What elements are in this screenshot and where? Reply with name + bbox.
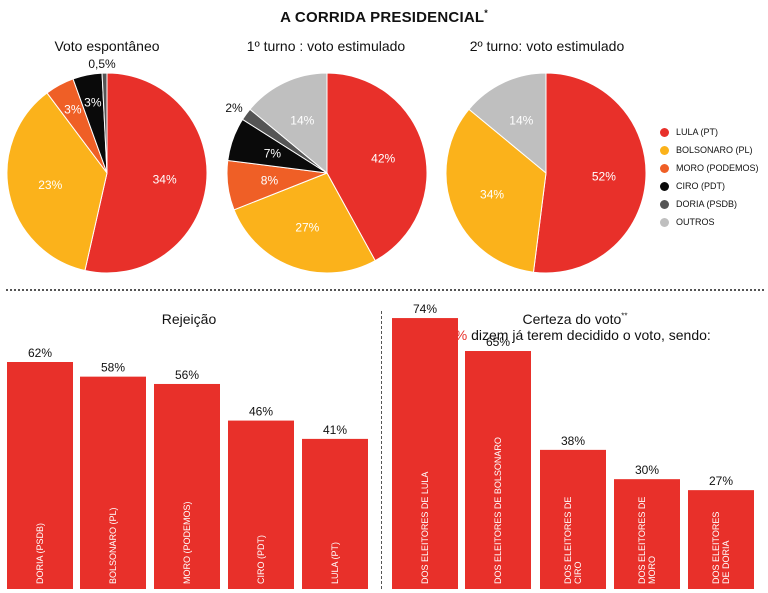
legend-swatch (660, 145, 669, 155)
pie-slice (249, 72, 328, 175)
pie-value-label: 52% (592, 170, 616, 184)
pie-value-label: 8% (261, 173, 279, 187)
pie-value-label: 3% (64, 103, 82, 117)
bar-value-label: 46% (249, 405, 273, 419)
pie-title-espontaneo: Voto espontâneo (54, 38, 160, 54)
pie-slice (532, 72, 647, 274)
legend-item: OUTROS (660, 213, 759, 231)
legend-label: DORIA (PSDB) (676, 199, 738, 209)
legend-label: LULA (PT) (676, 127, 719, 137)
legend-label: CIRO (PDT) (676, 181, 725, 191)
pie-value-label: 3% (84, 95, 102, 109)
pie-value-label: 27% (295, 221, 319, 235)
pie-slice (445, 108, 547, 273)
bar (154, 383, 220, 589)
pie-slice (233, 172, 376, 274)
bar-value-label: 65% (486, 335, 510, 349)
bar-category-label: DOS ELEITORESDE DORIA (711, 512, 731, 584)
bar-category-label: DOS ELEITORES DE LULA (420, 472, 430, 584)
legend-swatch (660, 163, 669, 173)
bar (80, 376, 146, 589)
bar-category-label: LULA (PT) (330, 542, 340, 584)
bar-category-label: DORIA (PSDB) (35, 523, 45, 584)
bar (540, 449, 606, 589)
bar (614, 479, 680, 589)
legend-label: MORO (PODEMOS) (676, 163, 759, 173)
pie-slice (468, 72, 547, 175)
bar-category-label: MORO (PODEMOS) (182, 501, 192, 584)
pie-title-2-turno: 2º turno: voto estimulado (469, 38, 625, 54)
chart-title: A CORRIDA PRESIDENCIAL* (280, 8, 488, 26)
pie-title-1-turno: 1º turno : voto estimulado (246, 38, 406, 54)
bar (688, 490, 754, 589)
bar-category-label: BOLSONARO (PL) (108, 507, 118, 584)
bar-category-label: DOS ELEITORES DECIRO (563, 497, 583, 584)
pie-value-label: 14% (290, 114, 314, 128)
legend-swatch (660, 199, 669, 209)
pie-charts: 34% 23% 3%3% 0,5% 42% 27% 8% 7% 2% 14% 52% 34% 14% (6, 57, 647, 274)
bar-value-label: 30% (635, 463, 659, 477)
pie-value-label: 7% (264, 146, 282, 160)
legend: LULA (PT) BOLSONARO (PL) MORO (PODEMOS) … (660, 123, 759, 231)
bar (465, 351, 531, 589)
bar-value-label: 41% (323, 423, 347, 437)
bar-value-label: 27% (709, 474, 733, 488)
rejeicao-title: Rejeição (161, 311, 217, 327)
legend-item: CIRO (PDT) (660, 177, 759, 195)
certeza-title: Certeza do voto** (522, 311, 628, 327)
pie-value-label: 0,5% (88, 57, 116, 71)
legend-swatch (660, 217, 669, 227)
horizontal-divider (6, 289, 764, 291)
bar (228, 420, 294, 589)
legend-item: DORIA (PSDB) (660, 195, 759, 213)
legend-item: MORO (PODEMOS) (660, 159, 759, 177)
legend-item: BOLSONARO (PL) (660, 141, 759, 159)
bar-category-label: DOS ELEITORES DEMORO (637, 497, 657, 584)
legend-item: LULA (PT) (660, 123, 759, 141)
pie-slice (101, 72, 108, 174)
pie-slice (84, 72, 208, 274)
pie-value-label: 23% (38, 178, 62, 192)
pie-value-label: 34% (153, 172, 177, 186)
pie-slice (6, 92, 108, 272)
legend-label: OUTROS (676, 217, 715, 227)
legend-label: BOLSONARO (PL) (676, 145, 753, 155)
bar-value-label: 74% (413, 302, 437, 316)
legend-swatch (660, 181, 669, 191)
bar-value-label: 56% (175, 368, 199, 382)
bar-category-label: CIRO (PDT) (256, 535, 266, 584)
bar-category-label: DOS ELEITORES DE BOLSONARO (493, 437, 503, 584)
bar (7, 362, 73, 589)
bar (392, 318, 458, 589)
bar-value-label: 58% (101, 361, 125, 375)
pie-value-label: 42% (371, 152, 395, 166)
legend-swatch (660, 127, 669, 137)
pie-value-label: 2% (225, 101, 243, 115)
pie-value-label: 14% (509, 114, 533, 128)
vertical-divider (381, 311, 382, 589)
pie-slice (326, 72, 428, 262)
bar (302, 438, 368, 589)
bar-value-label: 38% (561, 434, 585, 448)
bar-value-label: 62% (28, 346, 52, 360)
pie-value-label: 34% (480, 187, 504, 201)
